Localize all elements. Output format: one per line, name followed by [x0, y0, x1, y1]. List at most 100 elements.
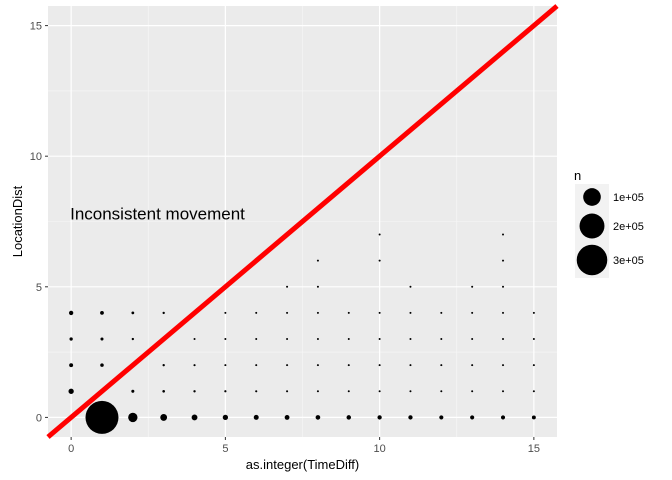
y-tick-label: 10	[30, 151, 42, 163]
x-axis-ticks: 0 5 10 15	[68, 437, 540, 455]
data-point	[532, 338, 535, 341]
data-point	[100, 363, 104, 367]
y-tick-label: 5	[36, 282, 42, 294]
data-point	[502, 259, 505, 262]
data-point	[502, 311, 505, 314]
data-point	[191, 414, 198, 421]
data-point	[286, 338, 289, 341]
data-point	[471, 311, 474, 314]
data-point	[286, 390, 289, 393]
data-point	[531, 415, 536, 420]
data-point	[440, 364, 443, 367]
data-point	[286, 364, 289, 367]
data-point	[315, 415, 321, 420]
legend-symbol	[579, 213, 605, 239]
data-points	[68, 233, 536, 434]
data-point	[222, 414, 229, 421]
data-point	[532, 311, 535, 314]
legend-symbol	[576, 244, 608, 276]
data-point	[224, 390, 227, 393]
data-point	[502, 233, 505, 236]
data-point	[378, 233, 381, 236]
data-point	[500, 415, 506, 420]
data-point	[502, 338, 505, 341]
x-tick-label: 15	[528, 443, 540, 455]
legend-label: 2e+05	[613, 221, 644, 233]
data-point	[255, 338, 258, 341]
data-point	[68, 388, 74, 394]
data-point	[68, 310, 74, 316]
data-point	[347, 390, 350, 393]
data-point	[377, 415, 382, 420]
data-point	[255, 390, 258, 393]
y-tick-label: 0	[36, 412, 42, 424]
data-point	[193, 390, 196, 393]
data-point	[471, 364, 474, 367]
reference-line	[46, 4, 559, 439]
data-point	[255, 311, 258, 314]
legend-title: n	[574, 168, 581, 183]
annotation-text: Inconsistent movement	[70, 205, 245, 224]
data-point	[347, 338, 350, 341]
data-point	[502, 364, 505, 367]
data-point	[193, 364, 196, 367]
data-point	[316, 259, 319, 262]
data-point	[160, 413, 168, 421]
legend-label: 1e+05	[613, 192, 644, 204]
data-point	[286, 311, 289, 314]
data-point	[286, 285, 289, 288]
legend-symbol	[583, 188, 601, 206]
data-point	[502, 390, 505, 393]
data-point	[378, 390, 381, 393]
data-point	[439, 415, 444, 420]
legend-label: 3e+05	[613, 255, 644, 267]
x-axis-title: as.integer(TimeDiff)	[246, 457, 359, 472]
data-point	[255, 364, 258, 367]
data-point	[347, 311, 350, 314]
data-point	[131, 311, 135, 315]
data-point	[502, 285, 505, 288]
data-point	[378, 364, 381, 367]
data-point	[100, 311, 104, 315]
data-point	[131, 337, 135, 341]
data-point	[409, 364, 412, 367]
data-point	[471, 285, 474, 288]
data-point	[378, 338, 381, 341]
data-point	[378, 259, 381, 262]
data-point	[471, 338, 474, 341]
y-axis-title: LocationDist	[10, 185, 25, 257]
data-point	[471, 390, 474, 393]
data-point	[253, 414, 259, 420]
x-tick-label: 0	[68, 443, 74, 455]
data-point	[316, 311, 319, 314]
data-point	[408, 415, 413, 420]
data-point	[162, 363, 165, 367]
data-point	[532, 364, 535, 367]
data-point	[440, 390, 443, 393]
data-point	[440, 311, 443, 314]
y-axis-ticks: 0 5 10 15	[30, 21, 48, 424]
data-point	[409, 311, 412, 314]
data-point	[224, 311, 227, 314]
data-point	[378, 311, 381, 314]
data-point	[131, 389, 135, 393]
data-point	[193, 338, 196, 341]
data-point	[162, 389, 165, 393]
data-point	[440, 338, 443, 341]
legend: n 1e+05 2e+05 3e+05	[574, 168, 644, 278]
data-point	[409, 338, 412, 341]
data-point	[69, 363, 74, 368]
data-point	[284, 414, 290, 420]
data-point	[316, 364, 319, 367]
data-point	[69, 337, 73, 341]
data-point	[409, 390, 412, 393]
x-tick-label: 10	[373, 443, 385, 455]
x-tick-label: 5	[222, 443, 228, 455]
data-point	[409, 285, 412, 288]
data-point	[85, 400, 119, 434]
data-point	[347, 364, 350, 367]
data-point	[470, 415, 475, 420]
data-point	[316, 338, 319, 341]
data-point	[224, 364, 227, 367]
